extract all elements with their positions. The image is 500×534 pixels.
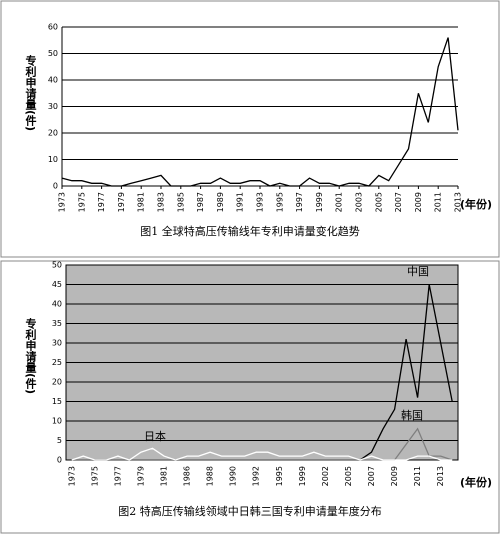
x-tick-label: 1995 bbox=[275, 192, 284, 212]
x-tick-label: 1973 bbox=[67, 466, 76, 486]
frame bbox=[0, 0, 500, 258]
y-tick-label: 10 bbox=[48, 155, 58, 164]
x-tick-label: 1991 bbox=[236, 192, 245, 212]
x-tick-label: 1977 bbox=[97, 192, 106, 212]
x-tick-label: 2011 bbox=[413, 466, 422, 486]
x-tick-label: 1995 bbox=[275, 466, 284, 486]
y-tick-label: 35 bbox=[52, 319, 62, 328]
x-tick-label: 2007 bbox=[394, 192, 403, 212]
y-tick-label: 20 bbox=[52, 378, 62, 387]
x-axis-label: (年份) bbox=[460, 475, 492, 489]
x-tick-label: 1988 bbox=[206, 466, 215, 486]
y-tick-label: 30 bbox=[48, 102, 58, 111]
x-tick-label: 1999 bbox=[315, 192, 324, 212]
x-tick-label: 2009 bbox=[414, 192, 423, 212]
x-tick-label: 1989 bbox=[216, 192, 225, 212]
x-tick-label: 2001 bbox=[335, 192, 344, 212]
x-tick-label: 2005 bbox=[344, 466, 353, 486]
frame bbox=[0, 260, 500, 534]
y-tick-label: 25 bbox=[52, 358, 62, 367]
x-tick-label: 2009 bbox=[390, 466, 399, 486]
x-tick-label: 1981 bbox=[160, 466, 169, 486]
x-tick-label: 1975 bbox=[90, 466, 99, 486]
line-series bbox=[61, 37, 459, 187]
series-label: 日本 bbox=[144, 429, 166, 443]
caption: 图2 特高压传输线领域中日韩三国专利申请量年度分布 bbox=[118, 504, 382, 518]
x-tick-label: 1975 bbox=[77, 192, 86, 212]
y-tick-label: 10 bbox=[52, 417, 62, 426]
x-tick-label: 1985 bbox=[176, 192, 185, 212]
x-tick-label: 2003 bbox=[355, 192, 364, 212]
x-tick-label: 1977 bbox=[113, 466, 122, 486]
x-tick-label: 1986 bbox=[183, 466, 192, 486]
y-tick-label: 45 bbox=[52, 280, 62, 289]
y-axis-label: 专利申请量(件) bbox=[24, 54, 37, 131]
x-tick-label: 2005 bbox=[374, 192, 383, 212]
x-tick-label: 1987 bbox=[196, 192, 205, 212]
x-tick-label: 2002 bbox=[321, 466, 330, 486]
x-tick-label: 2013 bbox=[454, 192, 463, 212]
x-tick-label: 1973 bbox=[58, 192, 67, 212]
x-tick-label: 1981 bbox=[137, 192, 146, 212]
series-label: 中国 bbox=[407, 265, 429, 278]
x-tick-label: 1993 bbox=[256, 192, 265, 212]
y-axis-label: 专利申请量(件) bbox=[24, 317, 37, 394]
x-tick-label: 1979 bbox=[117, 192, 126, 212]
x-tick-label: 1990 bbox=[229, 466, 238, 486]
y-tick-label: 50 bbox=[52, 261, 62, 270]
y-tick-label: 30 bbox=[52, 339, 62, 348]
y-tick-label: 0 bbox=[53, 182, 58, 191]
caption: 图1 全球特高压传输线年专利申请量变化趋势 bbox=[140, 224, 360, 238]
line-series bbox=[71, 447, 453, 461]
y-tick-label: 20 bbox=[48, 129, 58, 138]
y-tick-label: 40 bbox=[48, 76, 58, 85]
x-tick-label: 2013 bbox=[436, 466, 445, 486]
y-tick-label: 60 bbox=[48, 23, 58, 32]
x-tick-label: 2007 bbox=[367, 466, 376, 486]
y-tick-label: 50 bbox=[48, 49, 58, 58]
x-tick-label: 1983 bbox=[157, 192, 166, 212]
y-tick-label: 15 bbox=[52, 397, 62, 406]
series-label: 韩国 bbox=[401, 408, 423, 422]
x-tick-label: 1999 bbox=[298, 466, 307, 486]
y-tick-label: 40 bbox=[52, 300, 62, 309]
x-tick-label: 1997 bbox=[295, 192, 304, 212]
x-tick-label: 1979 bbox=[136, 466, 145, 486]
y-tick-label: 5 bbox=[57, 436, 62, 445]
x-tick-label: 1992 bbox=[252, 466, 261, 486]
x-tick-label: 2011 bbox=[434, 192, 443, 212]
y-tick-label: 0 bbox=[57, 456, 62, 465]
x-axis-label: (年份) bbox=[460, 197, 492, 211]
